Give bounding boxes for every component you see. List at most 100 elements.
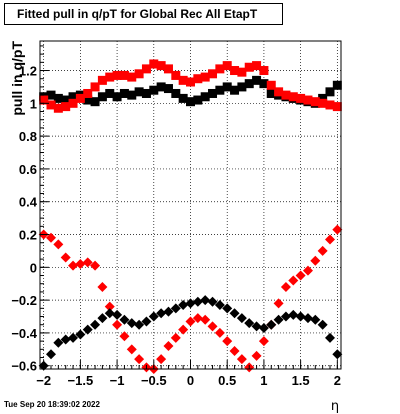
data-point [200, 295, 211, 306]
data-point [82, 257, 93, 268]
data-point [252, 61, 262, 71]
data-point [193, 95, 203, 105]
data-point [237, 67, 247, 77]
data-point [237, 82, 247, 92]
data-point [141, 64, 151, 74]
data-point [46, 232, 57, 243]
x-axis-label: η [331, 399, 339, 414]
data-point [303, 95, 313, 105]
data-point [134, 69, 144, 79]
data-point [97, 313, 108, 324]
data-point [266, 319, 277, 330]
data-point [259, 79, 269, 89]
data-point [273, 314, 284, 325]
data-point [280, 311, 291, 322]
data-point [90, 319, 101, 330]
data-point [126, 318, 137, 329]
data-point [215, 64, 225, 74]
data-point [325, 87, 335, 97]
data-point [178, 93, 188, 103]
data-point [134, 354, 145, 365]
data-point [214, 327, 225, 338]
x-tick-label: −1.5 [68, 373, 94, 388]
y-tick-label: −0.6 [11, 359, 37, 374]
data-point [126, 344, 137, 355]
data-point [207, 321, 218, 332]
data-point [274, 87, 284, 97]
data-point [53, 239, 64, 250]
data-point [310, 255, 321, 266]
data-point [295, 270, 306, 281]
data-point [83, 95, 93, 105]
data-point [244, 79, 254, 89]
data-point [75, 259, 86, 270]
data-point [324, 332, 335, 343]
data-point [156, 61, 166, 71]
data-point [112, 70, 122, 80]
data-point [229, 308, 240, 319]
data-point [258, 336, 269, 347]
data-point [46, 100, 56, 110]
data-point [68, 92, 78, 102]
data-point [171, 70, 181, 80]
data-point [258, 323, 269, 333]
x-tick-label: −1 [110, 373, 125, 388]
data-point [186, 97, 195, 107]
y-tick-label: −0.4 [11, 326, 37, 341]
data-point [170, 303, 181, 314]
x-tick-label: −2 [36, 373, 51, 388]
data-point [149, 59, 159, 69]
data-point [112, 309, 123, 320]
data-point [112, 319, 123, 330]
data-point [156, 354, 167, 365]
data-point [325, 100, 335, 110]
data-point [252, 75, 262, 85]
y-tick-label: 0 [30, 260, 37, 275]
data-point [156, 82, 166, 92]
data-point [105, 72, 115, 82]
data-point [251, 350, 262, 361]
data-point [281, 90, 291, 100]
data-point [105, 88, 115, 98]
data-point [236, 354, 247, 365]
data-point [251, 321, 262, 332]
data-point [266, 88, 276, 98]
data-point [310, 97, 320, 107]
data-point [127, 90, 137, 100]
data-point [222, 82, 232, 92]
data-point [141, 88, 151, 98]
data-point [149, 85, 159, 95]
y-tick-label: 1 [30, 96, 37, 111]
data-point [296, 93, 306, 103]
series-layer [38, 59, 343, 374]
data-point [317, 245, 328, 256]
data-point [97, 282, 108, 292]
data-point [222, 61, 232, 71]
data-point [214, 300, 225, 311]
data-point [273, 298, 284, 309]
data-point [104, 301, 115, 312]
data-point [163, 341, 174, 352]
data-point [90, 82, 100, 92]
data-point [222, 336, 233, 347]
data-point [332, 349, 343, 360]
data-point [229, 345, 240, 356]
data-point [230, 85, 240, 95]
data-point [119, 314, 130, 325]
data-point [266, 80, 276, 90]
x-tick-label: 1.5 [292, 373, 310, 388]
y-axis-label: pull in q/pT [9, 41, 25, 116]
data-point [163, 64, 173, 74]
data-point [141, 316, 152, 327]
x-tick-label: 0 [187, 373, 194, 388]
data-point [75, 93, 85, 103]
data-point [222, 303, 233, 314]
data-point [75, 329, 86, 340]
data-point [200, 314, 211, 325]
data-point [178, 300, 189, 311]
data-point [90, 97, 100, 107]
data-point [317, 319, 328, 330]
data-point [215, 85, 225, 95]
data-point [185, 298, 196, 309]
